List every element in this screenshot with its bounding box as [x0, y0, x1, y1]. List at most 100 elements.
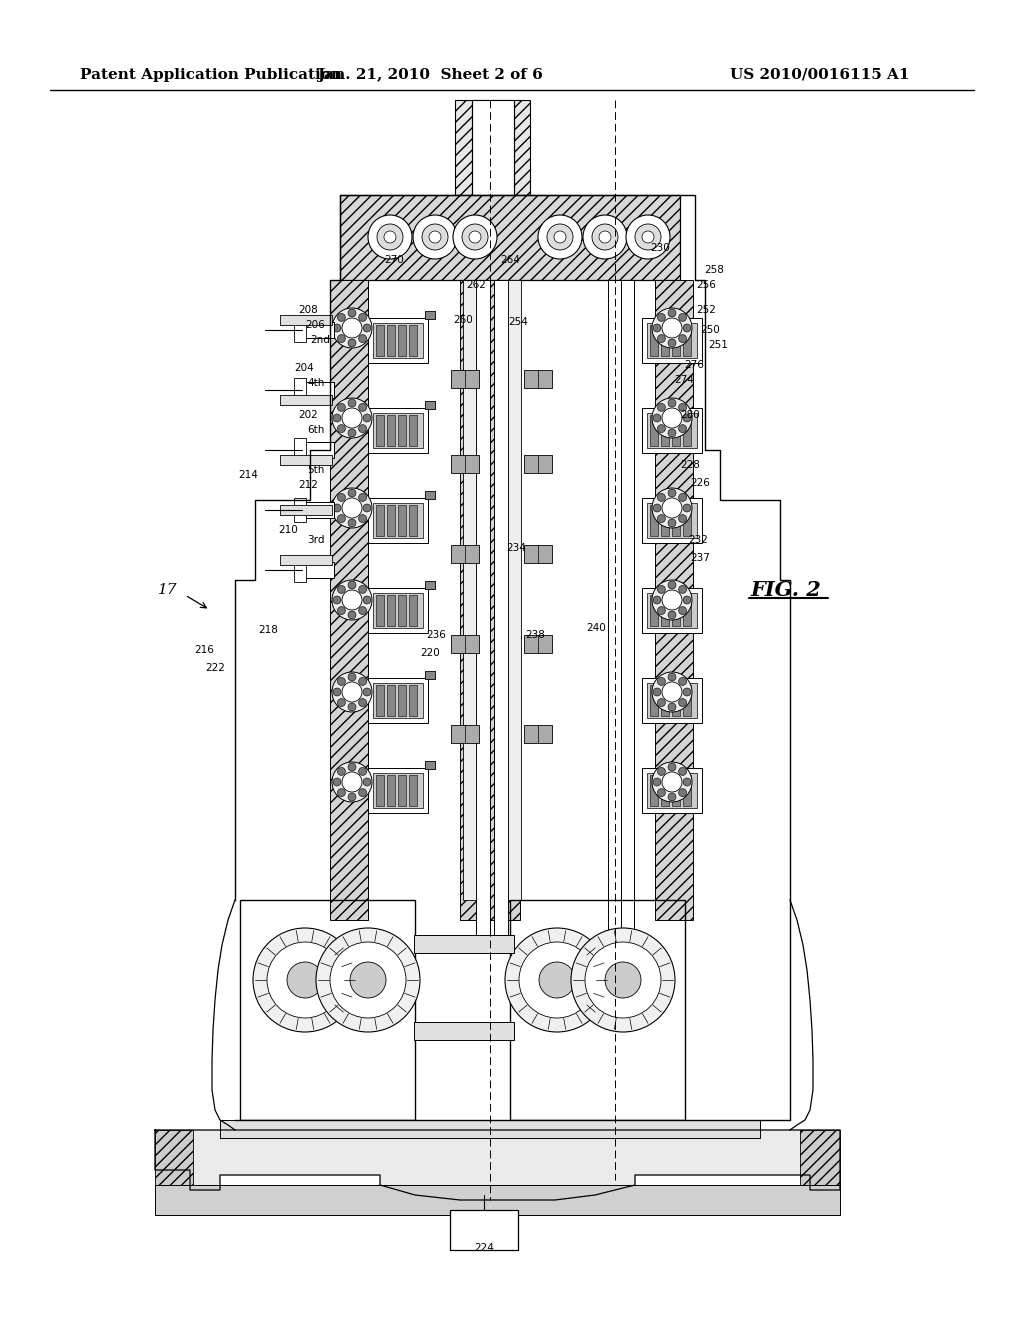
Text: 250: 250	[700, 325, 720, 335]
Bar	[398, 325, 406, 356]
Text: 17: 17	[159, 583, 178, 597]
Circle shape	[652, 762, 692, 803]
Text: 202: 202	[298, 411, 317, 420]
Bar	[302, 442, 334, 458]
Circle shape	[626, 215, 670, 259]
Text: 228: 228	[680, 459, 700, 470]
Circle shape	[453, 215, 497, 259]
Bar	[683, 414, 691, 446]
Bar	[642, 318, 702, 363]
Text: 206: 206	[305, 319, 325, 330]
Circle shape	[657, 767, 666, 775]
Bar	[650, 325, 658, 356]
Bar	[409, 325, 417, 356]
Circle shape	[679, 404, 687, 412]
Bar	[662, 775, 669, 807]
Bar	[280, 506, 332, 515]
Text: 270: 270	[384, 255, 403, 265]
Bar	[368, 318, 428, 363]
Text: 210: 210	[279, 525, 298, 535]
Bar	[650, 414, 658, 446]
Text: 238: 238	[525, 630, 545, 640]
Circle shape	[652, 579, 692, 620]
Bar	[373, 593, 423, 628]
Circle shape	[429, 231, 441, 243]
Bar	[508, 280, 521, 900]
Circle shape	[362, 414, 371, 422]
Circle shape	[337, 607, 345, 615]
Circle shape	[683, 504, 691, 512]
Bar	[368, 678, 428, 723]
Bar	[387, 325, 395, 356]
Bar	[425, 491, 435, 499]
Text: 212: 212	[298, 480, 317, 490]
Text: 256: 256	[696, 280, 716, 290]
Text: 254: 254	[508, 317, 528, 327]
Bar	[425, 401, 435, 409]
Bar	[302, 381, 334, 399]
Circle shape	[662, 590, 682, 610]
Circle shape	[668, 339, 676, 347]
Circle shape	[679, 494, 687, 502]
Circle shape	[679, 607, 687, 615]
Bar	[608, 280, 621, 940]
Circle shape	[287, 962, 323, 998]
Circle shape	[599, 231, 611, 243]
Circle shape	[332, 672, 372, 711]
Circle shape	[554, 231, 566, 243]
Circle shape	[668, 673, 676, 681]
Circle shape	[342, 498, 362, 517]
Bar	[647, 413, 697, 447]
Circle shape	[662, 772, 682, 792]
Circle shape	[348, 673, 356, 681]
Circle shape	[348, 339, 356, 347]
Circle shape	[348, 793, 356, 801]
Text: US 2010/0016115 A1: US 2010/0016115 A1	[730, 69, 909, 82]
Circle shape	[348, 519, 356, 527]
Circle shape	[362, 504, 371, 512]
Circle shape	[635, 224, 662, 249]
Text: 236: 236	[426, 630, 445, 640]
Circle shape	[337, 585, 345, 594]
Text: 274: 274	[674, 375, 694, 385]
Bar	[368, 587, 428, 634]
Bar	[425, 581, 435, 589]
Text: 5th: 5th	[307, 465, 325, 475]
Bar	[220, 1119, 760, 1138]
Circle shape	[668, 399, 676, 407]
Text: 264: 264	[500, 255, 520, 265]
Bar	[800, 1130, 840, 1191]
Bar	[647, 774, 697, 808]
Circle shape	[505, 928, 609, 1032]
Bar	[387, 685, 395, 715]
Bar	[280, 455, 332, 465]
Circle shape	[333, 323, 341, 333]
Circle shape	[330, 942, 406, 1018]
Circle shape	[358, 698, 367, 706]
Circle shape	[342, 590, 362, 610]
Bar	[642, 678, 702, 723]
Circle shape	[358, 767, 367, 775]
Circle shape	[358, 404, 367, 412]
Circle shape	[337, 404, 345, 412]
Bar	[409, 775, 417, 807]
Bar	[524, 455, 552, 473]
Circle shape	[657, 515, 666, 523]
Text: 262: 262	[466, 280, 486, 290]
Bar	[280, 554, 332, 565]
Bar	[398, 414, 406, 446]
Circle shape	[668, 519, 676, 527]
Text: 214: 214	[238, 470, 258, 480]
Bar	[621, 280, 634, 940]
Bar	[451, 725, 479, 743]
Circle shape	[333, 504, 341, 512]
Circle shape	[657, 607, 666, 615]
Circle shape	[592, 224, 618, 249]
Circle shape	[668, 309, 676, 317]
Text: 230: 230	[650, 243, 670, 253]
Bar	[376, 685, 384, 715]
Circle shape	[368, 215, 412, 259]
Circle shape	[653, 414, 662, 422]
Bar	[240, 900, 415, 1119]
Bar	[647, 682, 697, 718]
